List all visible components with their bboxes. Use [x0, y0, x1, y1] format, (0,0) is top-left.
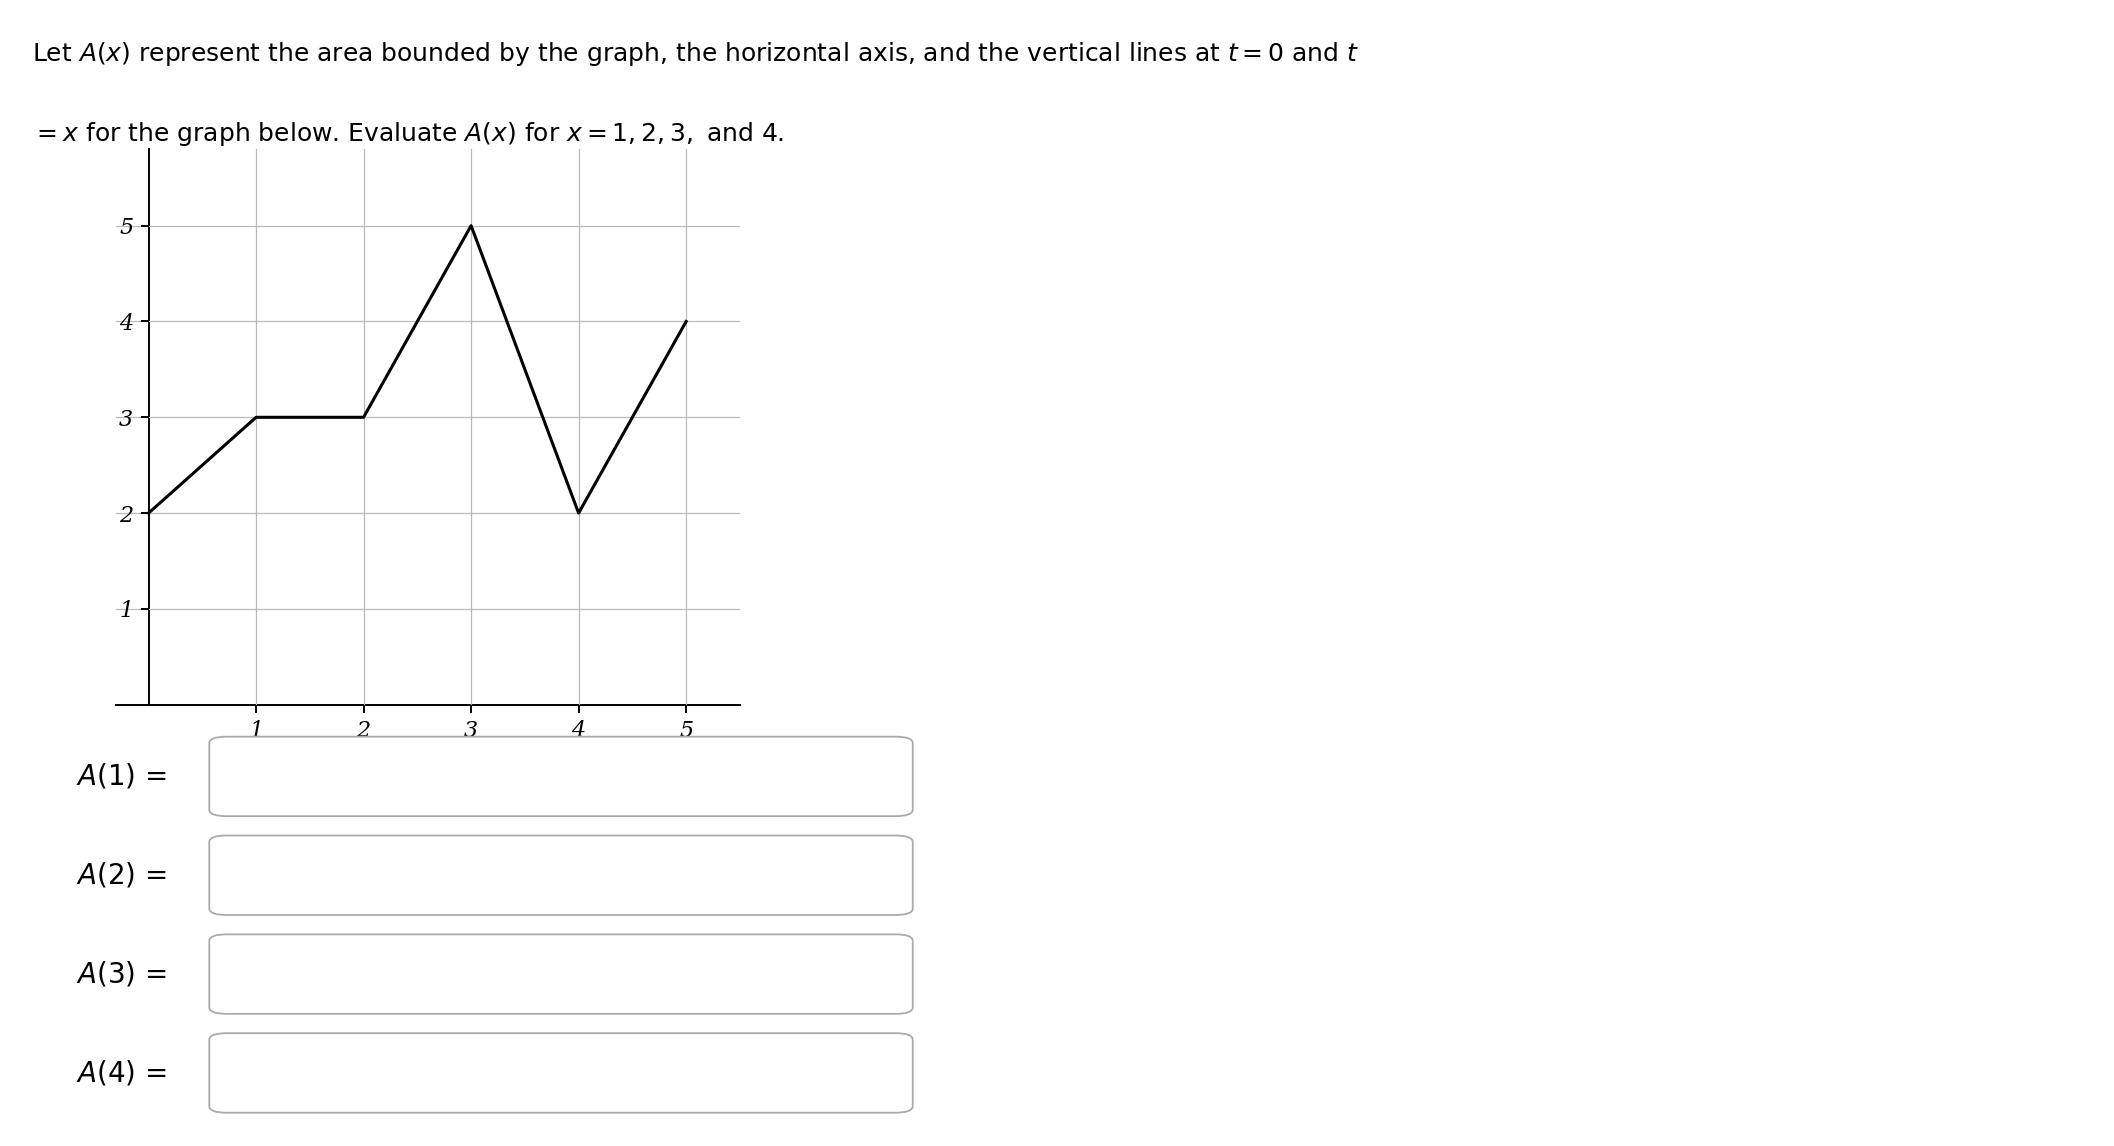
Text: $A(1)$ =: $A(1)$ = — [76, 762, 167, 791]
Text: $= x$ for the graph below. Evaluate $A(x)$ for $x = 1, 2, 3,$ and $4$.: $= x$ for the graph below. Evaluate $A(x… — [32, 120, 784, 148]
Text: $A(3)$ =: $A(3)$ = — [76, 959, 167, 989]
FancyBboxPatch shape — [209, 737, 913, 816]
FancyBboxPatch shape — [209, 835, 913, 915]
Text: Let $A(x)$ represent the area bounded by the graph, the horizontal axis, and the: Let $A(x)$ represent the area bounded by… — [32, 40, 1359, 68]
Text: $A(2)$ =: $A(2)$ = — [76, 861, 167, 889]
FancyBboxPatch shape — [209, 934, 913, 1014]
Text: $A(4)$ =: $A(4)$ = — [76, 1059, 167, 1088]
FancyBboxPatch shape — [209, 1034, 913, 1113]
